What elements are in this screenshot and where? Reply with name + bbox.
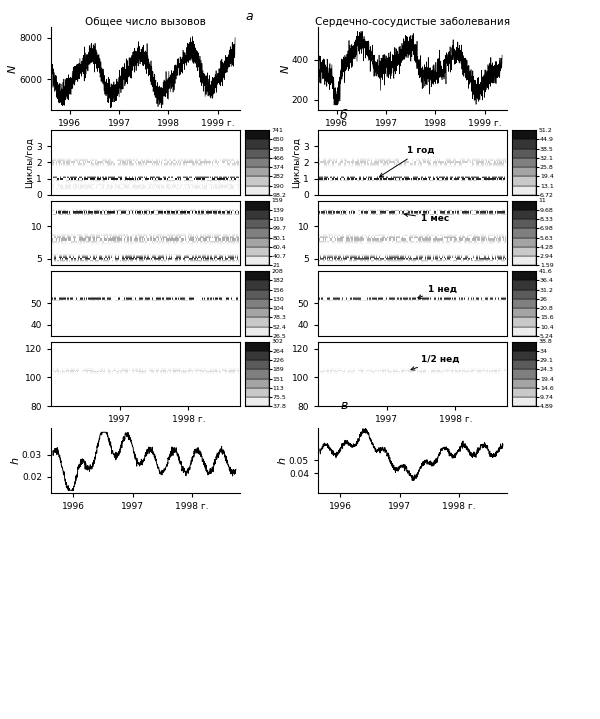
Bar: [512, 290, 536, 299]
Bar: [245, 167, 269, 176]
Bar: [245, 370, 269, 378]
Bar: [245, 229, 269, 237]
Bar: [245, 360, 269, 370]
Bar: [512, 378, 536, 388]
Bar: [245, 378, 269, 388]
Y-axis label: Циклы/год: Циклы/год: [25, 137, 34, 188]
Bar: [512, 158, 536, 167]
Bar: [512, 271, 536, 280]
Bar: [245, 317, 269, 326]
Bar: [245, 201, 269, 210]
Title: Сердечно-сосудистые заболевания: Сердечно-сосудистые заболевания: [315, 17, 510, 27]
Bar: [245, 308, 269, 317]
Bar: [512, 201, 536, 210]
Bar: [245, 176, 269, 186]
Bar: [512, 299, 536, 308]
Bar: [512, 388, 536, 397]
Bar: [512, 139, 536, 149]
Bar: [245, 210, 269, 219]
Bar: [512, 176, 536, 186]
Bar: [512, 247, 536, 256]
Bar: [512, 351, 536, 360]
Bar: [512, 397, 536, 406]
Bar: [245, 342, 269, 351]
Bar: [245, 280, 269, 290]
Bar: [512, 317, 536, 326]
Bar: [512, 210, 536, 219]
Bar: [245, 397, 269, 406]
Bar: [512, 219, 536, 229]
Bar: [245, 130, 269, 139]
Text: 1/2 нед: 1/2 нед: [411, 354, 460, 370]
Bar: [512, 167, 536, 176]
Bar: [512, 326, 536, 336]
Text: а: а: [245, 10, 253, 23]
Bar: [245, 139, 269, 149]
Bar: [512, 256, 536, 265]
Bar: [245, 149, 269, 158]
Y-axis label: Циклы/год: Циклы/год: [292, 137, 301, 188]
Bar: [245, 290, 269, 299]
Y-axis label: h: h: [10, 457, 20, 464]
Bar: [512, 308, 536, 317]
Bar: [512, 229, 536, 237]
Bar: [245, 271, 269, 280]
Bar: [512, 342, 536, 351]
Text: 51.2: 51.2: [539, 128, 553, 132]
Bar: [245, 326, 269, 336]
Bar: [512, 237, 536, 247]
Bar: [512, 370, 536, 378]
Bar: [512, 360, 536, 370]
Bar: [245, 186, 269, 195]
Bar: [245, 351, 269, 360]
Bar: [245, 388, 269, 397]
Text: 741: 741: [271, 128, 283, 132]
Text: 159: 159: [271, 198, 283, 203]
Bar: [245, 256, 269, 265]
Text: 1 мес: 1 мес: [404, 213, 449, 224]
Bar: [512, 149, 536, 158]
Text: 38.8: 38.8: [539, 339, 553, 344]
Text: 1 год: 1 год: [380, 146, 435, 177]
Y-axis label: N: N: [8, 65, 17, 73]
Bar: [245, 219, 269, 229]
Y-axis label: h: h: [277, 457, 287, 464]
Bar: [245, 237, 269, 247]
Title: Общее число вызовов: Общее число вызовов: [85, 17, 206, 27]
Text: 11: 11: [539, 198, 547, 203]
Text: 208: 208: [271, 269, 283, 273]
Bar: [512, 186, 536, 195]
Text: 41.6: 41.6: [539, 269, 553, 273]
Text: 302: 302: [271, 339, 283, 344]
Bar: [245, 299, 269, 308]
Y-axis label: N: N: [280, 65, 290, 73]
Bar: [245, 158, 269, 167]
Bar: [512, 280, 536, 290]
Bar: [245, 247, 269, 256]
Text: в: в: [340, 398, 347, 412]
Bar: [512, 130, 536, 139]
Text: 1 нед: 1 нед: [418, 285, 457, 298]
Text: б: б: [340, 109, 348, 122]
